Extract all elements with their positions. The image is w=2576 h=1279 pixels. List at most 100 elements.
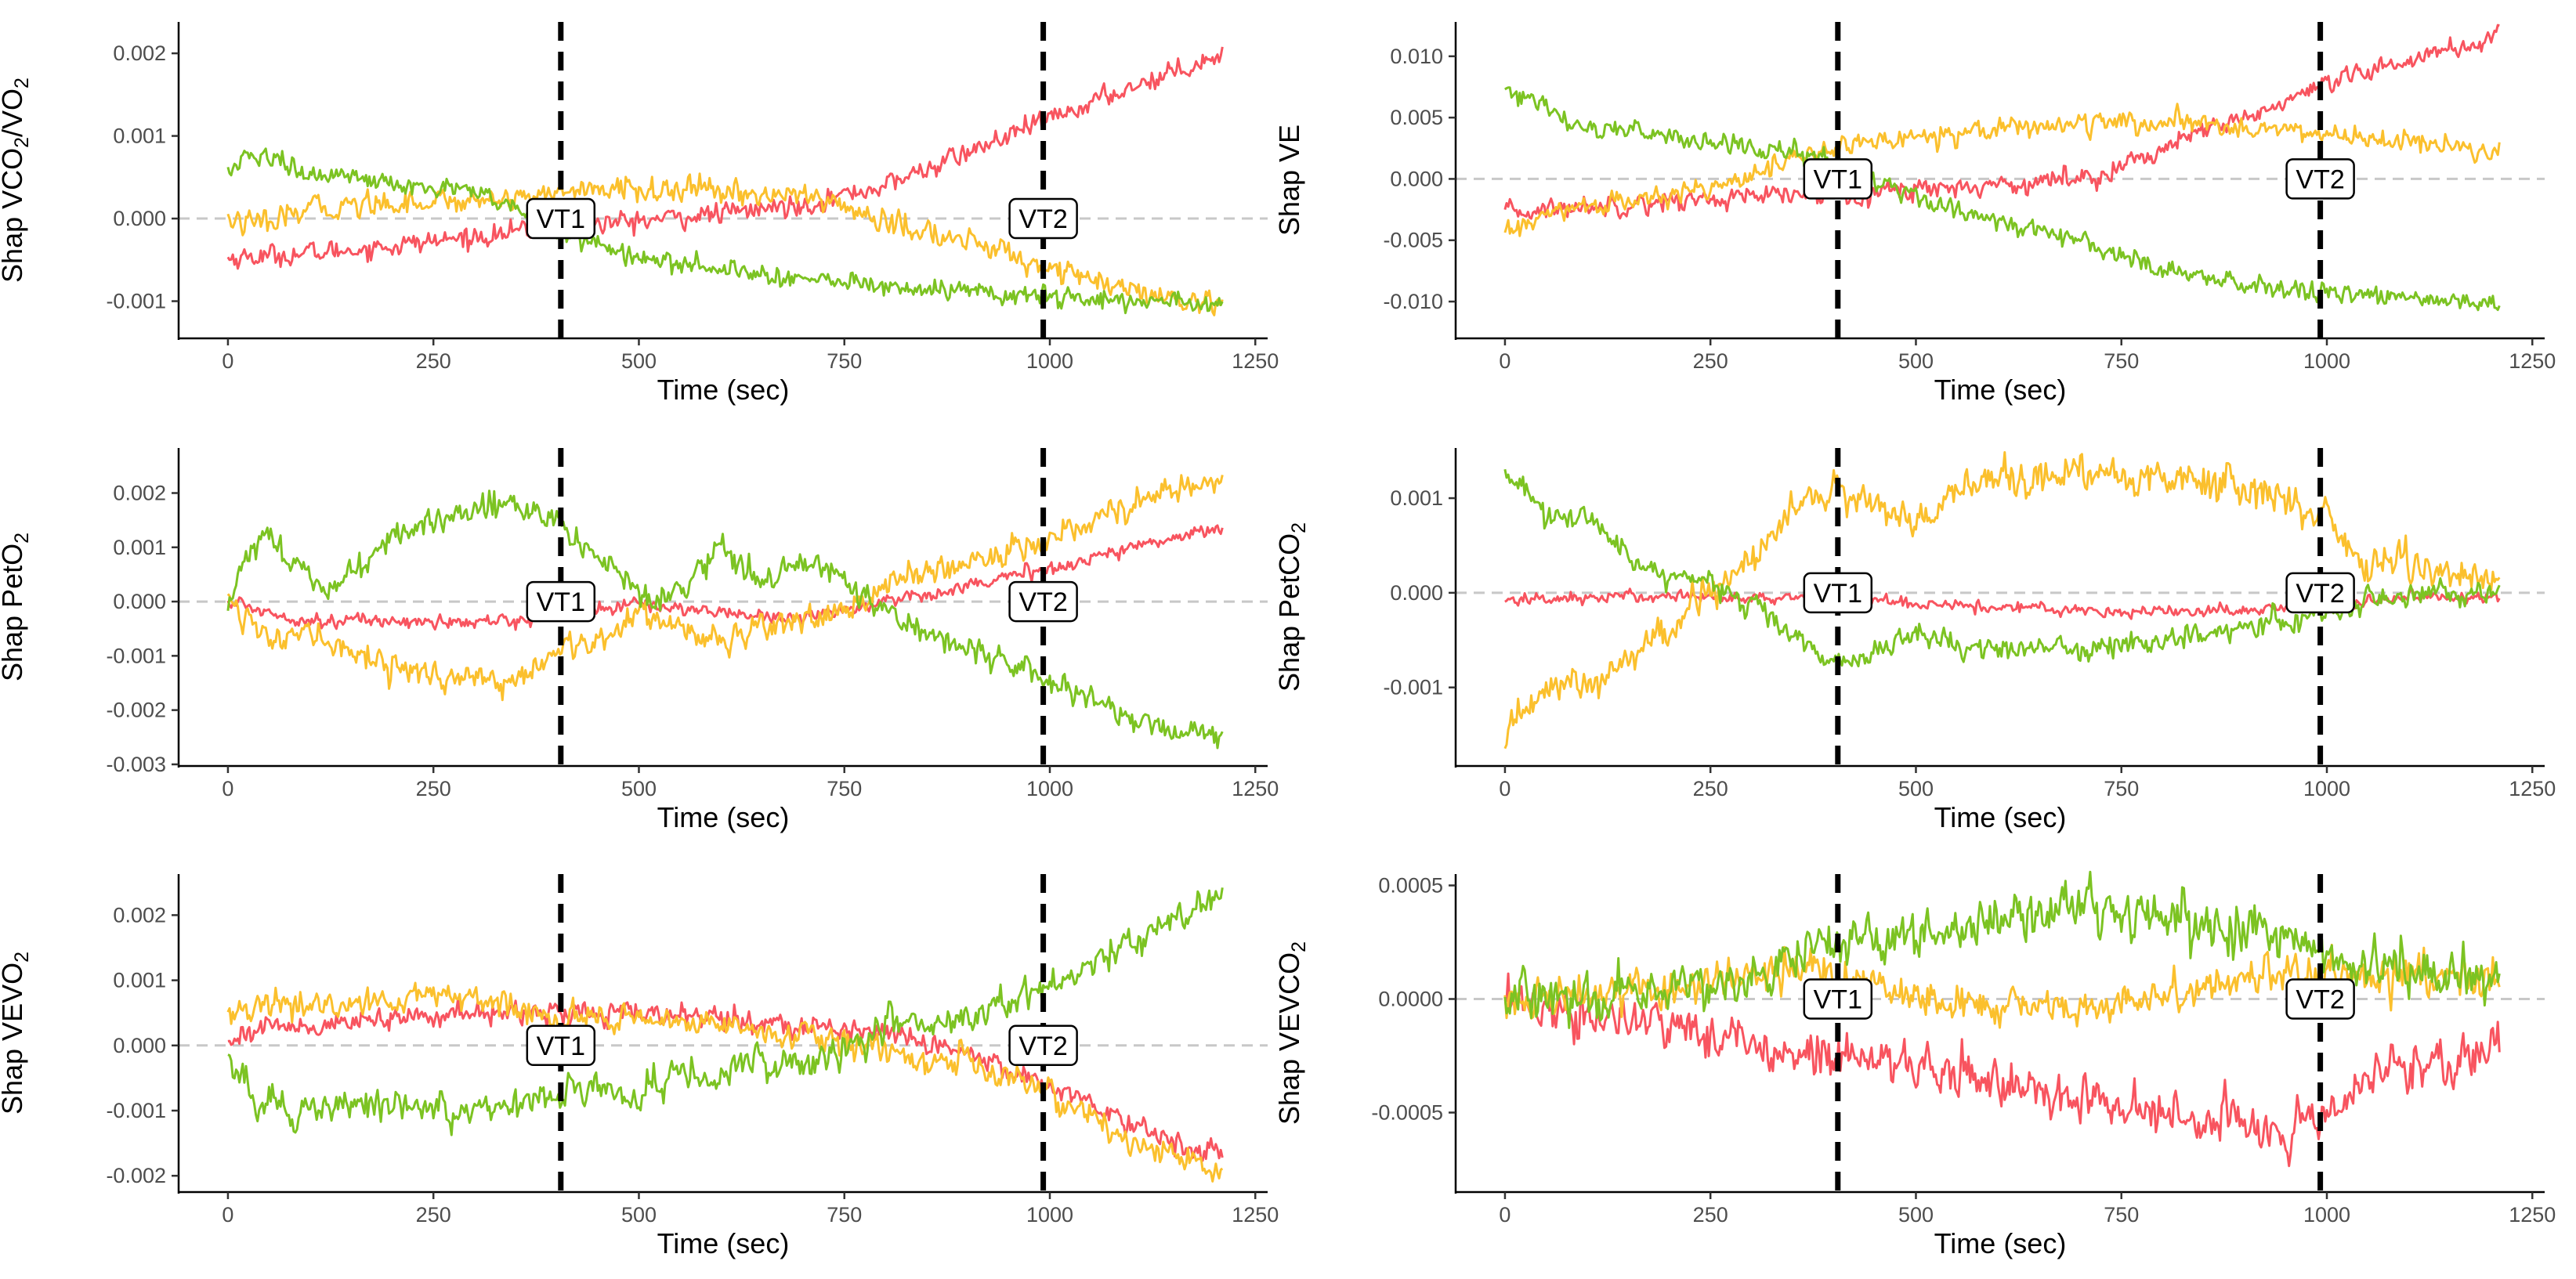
- y-tick-label: 0.000: [1390, 167, 1443, 190]
- y-axis-title-part: Shap VE: [1273, 125, 1305, 236]
- y-axis-title: Shap VE: [1273, 125, 1305, 236]
- x-tick-label: 750: [2104, 349, 2139, 373]
- y-tick-label: -0.005: [1383, 229, 1443, 252]
- y-tick-label: 0.000: [113, 207, 166, 230]
- threshold-label-text: VT1: [1814, 579, 1862, 609]
- x-tick-label: 1000: [1026, 1203, 1073, 1227]
- x-tick-label: 1250: [2509, 777, 2556, 800]
- chart-panel-ve: VT1 VT2 0 250 500 750 1000 1250 -0.010 -0.005 0.00…: [1273, 22, 2556, 406]
- series-line-green: [226, 147, 1224, 315]
- y-axis-title-subscript: 2: [1288, 522, 1310, 533]
- y-tick-label: 0.0000: [1378, 988, 1443, 1011]
- threshold-label-box: [1803, 158, 1873, 200]
- y-tick-label: -0.010: [1383, 290, 1443, 313]
- y-tick-label: -0.001: [106, 1099, 166, 1122]
- threshold-label-box: [1008, 1024, 1078, 1067]
- y-tick-label: 0.002: [113, 42, 166, 65]
- threshold-label-text: VT1: [1814, 164, 1862, 194]
- x-tick-label: 250: [416, 349, 451, 373]
- threshold-label-vt1: VT1: [1803, 978, 1873, 1020]
- y-axis-title-part: Shap VEVO: [0, 963, 28, 1115]
- threshold-label-box: [526, 580, 596, 623]
- threshold-label-vt1: VT1: [1803, 572, 1873, 614]
- x-tick-label: 1000: [2303, 777, 2350, 800]
- x-tick-label: 0: [1499, 1203, 1511, 1227]
- x-tick-label: 250: [1693, 1203, 1728, 1227]
- series-line-green: [1503, 870, 2501, 1029]
- x-tick-label: 250: [1693, 349, 1728, 373]
- chart-panel-vevo2: VT1 VT2 0 250 500 750 1000 1250 -0.002 -0.001 0.00…: [0, 874, 1279, 1259]
- series-line-green: [226, 490, 1224, 750]
- y-tick-label: 0.010: [1390, 45, 1443, 68]
- y-axis-title: Shap PetO2: [0, 533, 33, 681]
- y-axis-title-part: Shap PetCO: [1273, 533, 1305, 692]
- y-tick-label: 0.0005: [1378, 874, 1443, 898]
- x-tick-label: 500: [1898, 777, 1934, 800]
- threshold-label-text: VT1: [537, 587, 585, 617]
- threshold-label-vt2: VT2: [1008, 197, 1078, 240]
- series-line-yellow: [1503, 103, 2501, 237]
- y-tick-label: -0.001: [106, 290, 166, 313]
- x-tick-label: 0: [222, 349, 233, 373]
- chart-panel-petco2: VT1 VT2 0 250 500 750 1000 1250 -0.001 0.000 0.001…: [1273, 448, 2556, 833]
- threshold-label-vt2: VT2: [1008, 580, 1078, 623]
- series-line-yellow: [226, 474, 1224, 702]
- y-tick-label: -0.001: [1383, 676, 1443, 699]
- y-tick-label: 0.001: [1390, 486, 1443, 510]
- chart-panel-vevco2: VT1 VT2 0 250 500 750 1000 1250 -0.0005 0.0000 0.0…: [1273, 870, 2556, 1259]
- x-axis-title: Time (sec): [657, 801, 790, 833]
- threshold-label-text: VT2: [2296, 579, 2344, 609]
- y-tick-label: 0.001: [113, 536, 166, 559]
- series-line-yellow: [1503, 451, 2501, 750]
- threshold-label-box: [1803, 572, 1873, 614]
- threshold-label-text: VT2: [1018, 1032, 1067, 1061]
- threshold-label-text: VT2: [2296, 164, 2344, 194]
- y-tick-label: 0.005: [1390, 106, 1443, 129]
- threshold-label-vt1: VT1: [1803, 158, 1873, 200]
- y-tick-label: 0.001: [113, 969, 166, 992]
- y-tick-label: -0.001: [106, 644, 166, 667]
- x-tick-label: 1250: [1232, 1203, 1279, 1227]
- threshold-label-vt1: VT1: [526, 580, 596, 623]
- y-axis-title-part: Shap PetO: [0, 544, 28, 681]
- y-tick-label: -0.002: [106, 1164, 166, 1187]
- threshold-label-box: [1008, 580, 1078, 623]
- series-line-yellow: [226, 172, 1224, 316]
- x-tick-label: 750: [827, 1203, 862, 1227]
- x-tick-label: 0: [222, 777, 233, 800]
- x-tick-label: 0: [1499, 349, 1511, 373]
- threshold-label-box: [2285, 572, 2355, 614]
- x-tick-label: 500: [621, 349, 657, 373]
- x-axis-title: Time (sec): [1934, 374, 2067, 406]
- threshold-label-vt2: VT2: [1008, 1024, 1078, 1067]
- threshold-label-box: [526, 1024, 596, 1067]
- y-axis-title: Shap VCO2/VO2: [0, 78, 33, 283]
- x-tick-label: 750: [827, 777, 862, 800]
- y-axis-title-subscript: 2: [1288, 941, 1310, 952]
- y-tick-label: 0.000: [1390, 581, 1443, 605]
- x-tick-label: 500: [621, 777, 657, 800]
- y-axis-title-part: Shap VCO: [0, 148, 28, 283]
- x-tick-label: 250: [416, 777, 451, 800]
- threshold-label-text: VT2: [1018, 587, 1067, 617]
- series-line-red: [226, 524, 1224, 631]
- x-tick-label: 1000: [1026, 349, 1073, 373]
- y-axis-title-subscript: 2: [11, 952, 33, 963]
- y-axis-title: Shap VEVO2: [0, 952, 33, 1115]
- series-line-red: [1503, 972, 2501, 1168]
- y-tick-label: -0.003: [106, 753, 166, 776]
- y-axis-title-subscript: 2: [11, 533, 33, 544]
- threshold-label-box: [2285, 158, 2355, 200]
- x-tick-label: 750: [2104, 777, 2139, 800]
- x-tick-label: 250: [1693, 777, 1728, 800]
- threshold-label-box: [2285, 978, 2355, 1020]
- x-axis-title: Time (sec): [1934, 1227, 2067, 1259]
- x-tick-label: 1250: [2509, 1203, 2556, 1227]
- chart-panel-vco2vo2: VT1 VT2 0 250 500 750 1000 1250 -0.001 0.000 0.001…: [0, 22, 1279, 406]
- threshold-label-vt2: VT2: [2285, 158, 2355, 200]
- x-tick-label: 250: [416, 1203, 451, 1227]
- threshold-label-text: VT2: [1018, 204, 1067, 234]
- x-tick-label: 1250: [1232, 349, 1279, 373]
- y-tick-label: 0.000: [113, 590, 166, 613]
